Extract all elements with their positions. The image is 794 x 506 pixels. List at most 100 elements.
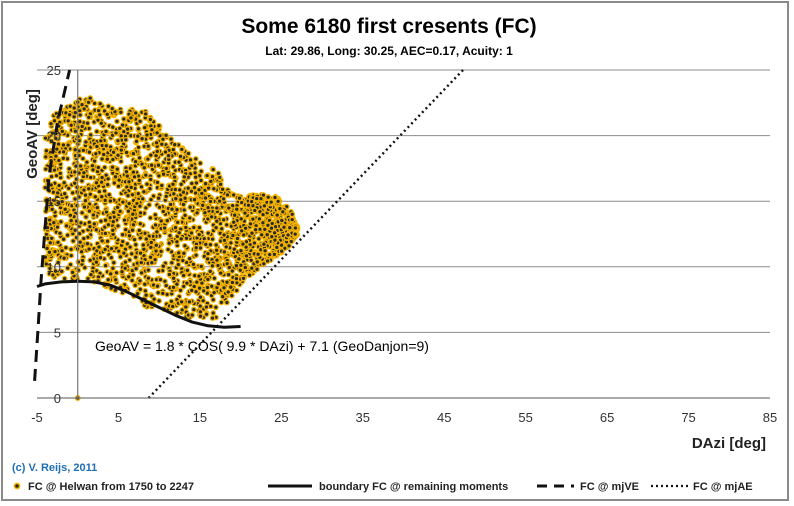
scatter-point xyxy=(122,259,129,266)
scatter-point xyxy=(200,287,207,294)
scatter-point xyxy=(170,284,177,291)
scatter-point xyxy=(151,296,158,303)
scatter-point xyxy=(147,185,153,192)
scatter-point xyxy=(51,117,58,124)
scatter-point xyxy=(158,248,165,255)
scatter-point xyxy=(254,258,261,265)
scatter-point xyxy=(170,163,177,170)
scatter-point xyxy=(196,186,202,193)
scatter-point xyxy=(129,277,136,284)
scatter-point xyxy=(137,277,143,284)
scatter-point xyxy=(203,311,210,318)
scatter-point xyxy=(46,217,53,223)
scatter-point xyxy=(65,142,72,149)
scatter-point xyxy=(67,212,74,219)
scatter-point xyxy=(136,177,143,184)
scatter-point xyxy=(91,100,98,107)
scatter-point xyxy=(180,283,187,290)
scatter-point xyxy=(204,284,211,291)
scatter-point xyxy=(166,240,173,247)
scatter-point xyxy=(268,225,275,232)
scatter-point xyxy=(126,232,133,239)
scatter-point xyxy=(114,204,121,211)
scatter-point xyxy=(181,242,188,249)
scatter-point xyxy=(264,258,271,264)
scatter-point xyxy=(218,299,225,306)
scatter-point xyxy=(123,168,130,175)
scatter-point xyxy=(88,271,94,278)
scatter-point xyxy=(51,167,58,174)
scatter-point xyxy=(146,201,153,208)
scatter-point xyxy=(115,248,122,255)
scatter-point xyxy=(162,149,169,155)
scatter-point xyxy=(70,238,77,244)
scatter-point xyxy=(160,263,167,270)
scatter-point xyxy=(72,146,79,153)
scatter-point xyxy=(79,123,86,130)
scatter-point xyxy=(224,279,230,286)
scatter-point xyxy=(220,195,227,202)
scatter-point xyxy=(237,267,244,274)
scatter-point xyxy=(207,198,214,205)
scatter-point xyxy=(77,239,84,246)
scatter-point xyxy=(292,231,299,238)
scatter-point xyxy=(62,206,69,213)
scatter-point xyxy=(220,216,227,223)
scatter-point xyxy=(121,217,128,224)
scatter-point xyxy=(55,259,62,266)
scatter-point xyxy=(233,262,240,269)
scatter-point xyxy=(159,290,166,297)
scatter-point xyxy=(189,312,196,319)
scatter-point xyxy=(260,260,267,267)
scatter-point xyxy=(205,185,212,192)
scatter-point xyxy=(193,180,200,186)
x-tick-label: 5 xyxy=(115,410,122,425)
scatter-point xyxy=(153,248,159,254)
scatter-point xyxy=(65,185,72,192)
scatter-point xyxy=(230,219,237,226)
scatter-point xyxy=(52,248,58,255)
scatter-point xyxy=(118,132,125,139)
scatter-point xyxy=(100,151,107,158)
scatter-point xyxy=(210,166,217,173)
scatter-point xyxy=(178,235,185,242)
scatter-point xyxy=(255,235,262,242)
scatter-point xyxy=(105,103,112,110)
x-tick-label: 35 xyxy=(356,410,370,425)
scatter-point xyxy=(54,224,61,231)
scatter-point xyxy=(133,265,140,272)
scatter-point xyxy=(62,244,69,251)
scatter-point xyxy=(231,212,238,219)
scatter-point xyxy=(42,135,49,142)
scatter-point xyxy=(143,236,150,242)
scatter-point xyxy=(59,247,65,254)
scatter-point xyxy=(49,206,56,213)
legend-item-mjae: FC @ mjAE xyxy=(651,481,753,493)
scatter-point xyxy=(223,221,230,228)
scatter-point xyxy=(107,270,114,277)
scatter-point xyxy=(87,131,94,138)
scatter-point xyxy=(223,243,230,250)
scatter-point xyxy=(191,184,198,191)
scatter-point xyxy=(68,217,75,224)
scatter-point xyxy=(178,181,185,188)
scatter-point xyxy=(102,230,109,237)
scatter-point xyxy=(186,215,193,221)
scatter-point xyxy=(95,164,102,171)
scatter-point xyxy=(113,269,120,276)
scatter-point xyxy=(207,178,214,185)
scatter-point xyxy=(114,118,120,125)
scatter-point xyxy=(168,298,175,305)
scatter-point xyxy=(112,276,119,283)
scatter-point xyxy=(105,221,112,228)
scatter-point xyxy=(74,202,80,209)
scatter-point xyxy=(132,158,139,165)
scatter-point xyxy=(204,255,211,262)
scatter-point xyxy=(175,249,182,256)
scatter-point xyxy=(221,232,228,238)
scatter-point xyxy=(155,122,162,129)
scatter-point xyxy=(215,280,222,287)
scatter-point xyxy=(125,192,131,199)
scatter-point xyxy=(138,259,145,266)
scatter-point xyxy=(81,105,88,112)
